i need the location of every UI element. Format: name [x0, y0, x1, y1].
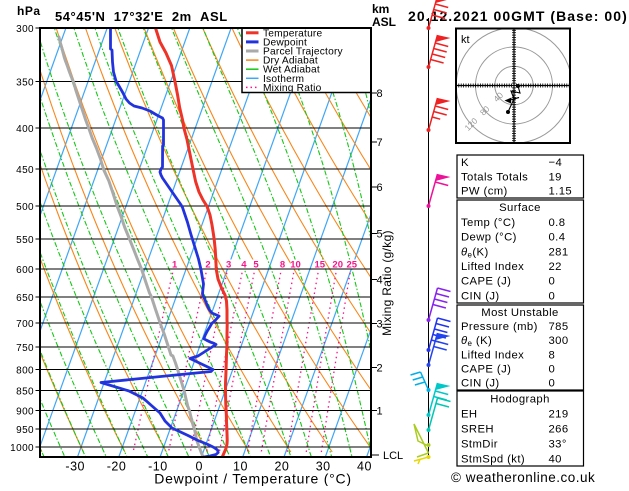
- svg-text:6: 6: [376, 182, 382, 194]
- svg-text:20: 20: [332, 260, 343, 271]
- svg-text:hPa: hPa: [17, 4, 41, 18]
- svg-text:550: 550: [16, 235, 34, 246]
- svg-text:Dewp (°C): Dewp (°C): [461, 232, 517, 244]
- svg-text:SREH: SREH: [461, 423, 494, 435]
- svg-text:20: 20: [274, 460, 289, 474]
- svg-text:15: 15: [315, 260, 326, 271]
- svg-text:0: 0: [195, 460, 202, 474]
- svg-text:CAPE (J): CAPE (J): [461, 364, 511, 376]
- svg-text:19: 19: [549, 171, 562, 183]
- svg-text:kt: kt: [461, 34, 470, 46]
- svg-text:350: 350: [16, 78, 34, 89]
- svg-text:Dewpoint: Dewpoint: [263, 37, 307, 48]
- svg-text:850: 850: [16, 386, 34, 397]
- svg-text:Hodograph: Hodograph: [490, 393, 550, 405]
- svg-text:300: 300: [549, 335, 569, 347]
- svg-text:1: 1: [376, 406, 382, 418]
- svg-text:CIN (J): CIN (J): [461, 290, 500, 302]
- svg-text:7: 7: [376, 137, 382, 149]
- svg-text:40: 40: [549, 453, 562, 465]
- svg-text:Mixing Ratio (g/kg): Mixing Ratio (g/kg): [380, 230, 394, 336]
- svg-text:-10: -10: [148, 460, 168, 474]
- svg-text:500: 500: [16, 202, 34, 213]
- svg-text:0.8: 0.8: [549, 217, 566, 229]
- svg-text:0: 0: [549, 276, 556, 288]
- svg-text:0.4: 0.4: [549, 232, 566, 244]
- svg-text:K: K: [461, 157, 469, 169]
- svg-text:450: 450: [16, 165, 34, 176]
- svg-text:30: 30: [316, 460, 331, 474]
- svg-text:10: 10: [233, 460, 248, 474]
- svg-text:40: 40: [357, 460, 372, 474]
- svg-text:54°45'N 17°32'E 2m ASL: 54°45'N 17°32'E 2m ASL: [55, 9, 228, 24]
- svg-text:0: 0: [549, 364, 556, 376]
- svg-text:400: 400: [16, 124, 34, 135]
- svg-text:1: 1: [172, 260, 178, 271]
- svg-text:4: 4: [241, 260, 247, 271]
- svg-text:650: 650: [16, 293, 34, 304]
- svg-text:Totals Totals: Totals Totals: [461, 171, 528, 183]
- svg-text:750: 750: [16, 343, 34, 354]
- svg-text:33°: 33°: [549, 438, 567, 450]
- svg-text:785: 785: [549, 321, 569, 333]
- svg-text:5: 5: [253, 260, 259, 271]
- svg-text:Wet Adiabat: Wet Adiabat: [263, 65, 320, 76]
- svg-text:1000: 1000: [10, 443, 34, 454]
- svg-text:25: 25: [347, 260, 358, 271]
- svg-text:ASL: ASL: [372, 15, 396, 29]
- svg-text:5: 5: [376, 229, 382, 241]
- svg-text:PW (cm): PW (cm): [461, 186, 508, 198]
- svg-text:θe(K): θe(K): [461, 246, 489, 259]
- svg-text:StmDir: StmDir: [461, 438, 498, 450]
- svg-text:−4: −4: [549, 157, 563, 169]
- svg-text:CAPE (J): CAPE (J): [461, 276, 511, 288]
- svg-text:Most Unstable: Most Unstable: [481, 307, 558, 319]
- svg-text:1.15: 1.15: [549, 186, 573, 198]
- svg-text:22: 22: [549, 261, 562, 273]
- svg-text:Parcel Trajectory: Parcel Trajectory: [263, 47, 344, 58]
- svg-text:20.12.2021 00GMT (Base: 00): 20.12.2021 00GMT (Base: 00): [408, 8, 628, 24]
- svg-text:8: 8: [549, 349, 556, 361]
- svg-text:2: 2: [376, 363, 382, 375]
- svg-text:800: 800: [16, 365, 34, 376]
- svg-text:10: 10: [290, 260, 301, 271]
- svg-text:0: 0: [549, 378, 556, 390]
- svg-text:© weatheronline.co.uk: © weatheronline.co.uk: [451, 470, 595, 485]
- svg-text:Temp (°C): Temp (°C): [461, 217, 516, 229]
- svg-text:0: 0: [549, 290, 556, 302]
- svg-text:8: 8: [280, 260, 285, 271]
- svg-text:Dry Adiabat: Dry Adiabat: [263, 56, 318, 67]
- svg-text:Pressure (mb): Pressure (mb): [461, 321, 538, 333]
- svg-text:EH: EH: [461, 408, 478, 420]
- svg-text:km: km: [372, 2, 389, 16]
- svg-text:Surface: Surface: [499, 202, 541, 214]
- svg-text:266: 266: [549, 423, 569, 435]
- svg-text:3: 3: [376, 319, 382, 331]
- svg-text:Isotherm: Isotherm: [263, 74, 304, 85]
- svg-text:-20: -20: [107, 460, 127, 474]
- svg-text:CIN (J): CIN (J): [461, 378, 500, 390]
- svg-text:-30: -30: [65, 460, 85, 474]
- svg-text:300: 300: [16, 24, 34, 35]
- svg-text:LCL: LCL: [383, 450, 403, 462]
- svg-text:3: 3: [226, 260, 231, 271]
- svg-text:2: 2: [205, 260, 210, 271]
- svg-text:219: 219: [549, 408, 569, 420]
- svg-text:Dewpoint / Temperature (°C): Dewpoint / Temperature (°C): [154, 471, 352, 487]
- svg-text:281: 281: [549, 246, 569, 258]
- svg-text:600: 600: [16, 265, 34, 276]
- svg-text:4: 4: [376, 275, 382, 287]
- svg-text:Mixing Ratio: Mixing Ratio: [263, 83, 322, 94]
- svg-text:Lifted Index: Lifted Index: [461, 261, 524, 273]
- svg-text:900: 900: [16, 406, 34, 417]
- svg-text:950: 950: [16, 425, 34, 436]
- svg-text:Lifted Index: Lifted Index: [461, 349, 524, 361]
- svg-text:Temperature: Temperature: [263, 28, 323, 39]
- svg-text:StmSpd (kt): StmSpd (kt): [461, 453, 525, 465]
- svg-text:θe (K): θe (K): [461, 335, 492, 348]
- svg-text:8: 8: [376, 88, 382, 100]
- svg-text:700: 700: [16, 319, 34, 330]
